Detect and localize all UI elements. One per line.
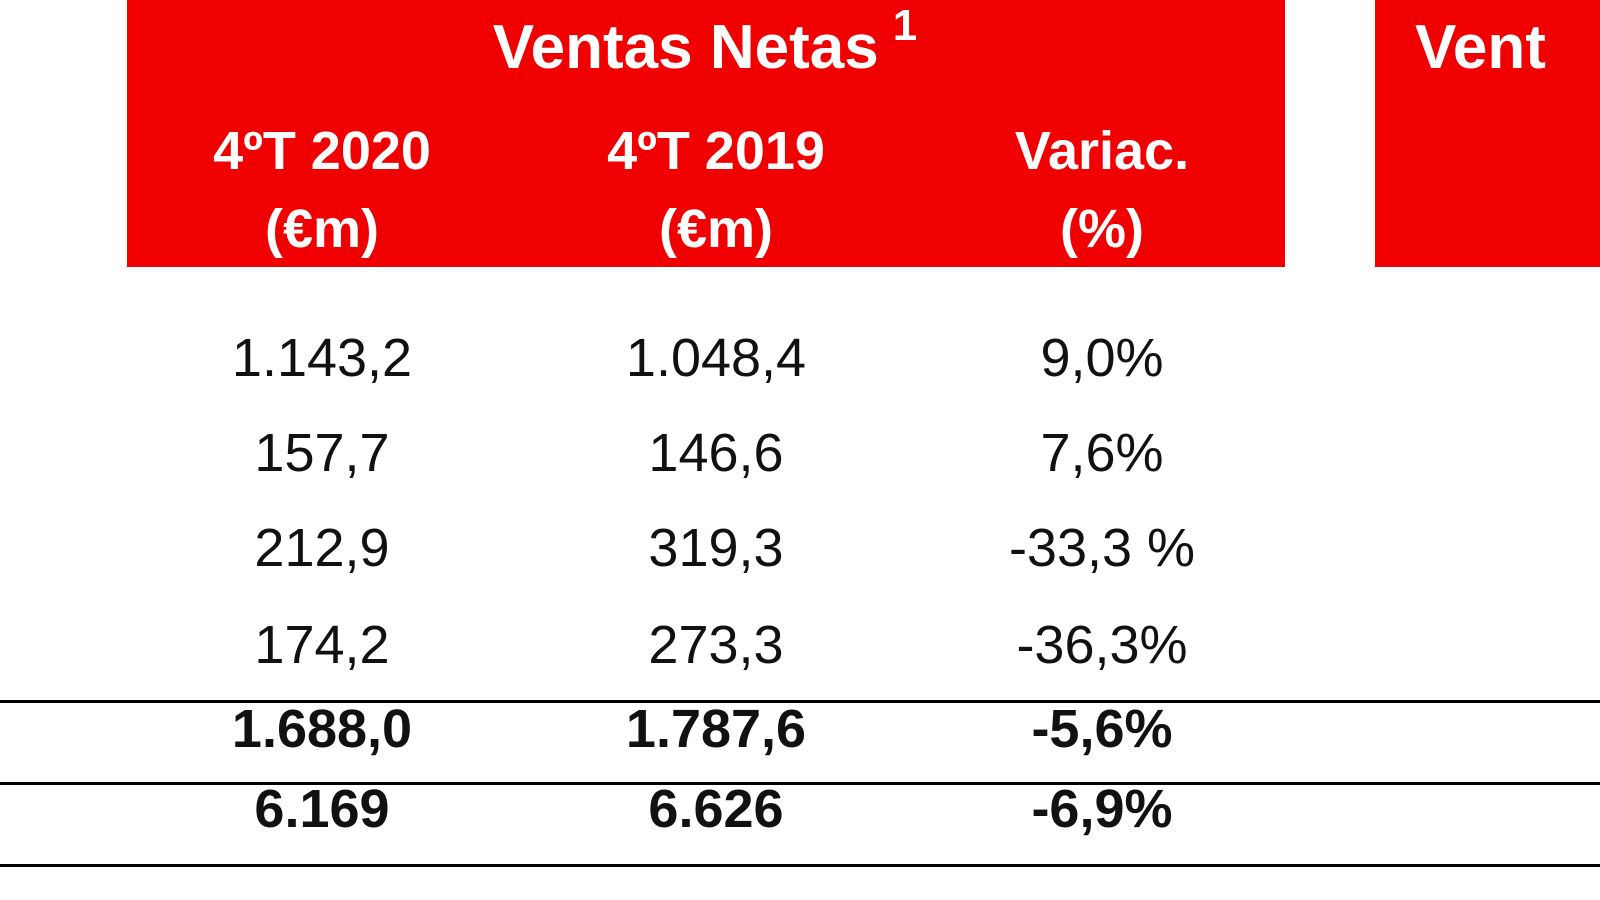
table-cell: 1.048,4 [625,328,807,388]
column-period: Variac. [1014,121,1190,181]
column-unit: (%) [1060,199,1144,259]
header-band [127,0,1285,267]
header-title: Ventas Netas [492,13,879,82]
next-title: Vent [1415,13,1546,82]
column-unit: (€m) [658,199,773,259]
table-cell: 212,9 [254,518,390,578]
table-cell: 319,3 [648,518,784,578]
table-cell: 7,6% [1040,423,1164,483]
table-cell: -36,3% [1016,615,1188,675]
table-cell: 174,2 [254,615,390,675]
table-cell: 273,3 [648,615,784,675]
table-cell: -6,9% [1031,779,1173,839]
next-header-band: Vent [1375,0,1600,267]
table-cell: 6.169 [254,779,390,839]
row-rule [0,782,1600,785]
table-cell: -33,3 % [1008,518,1196,578]
table-cell: 6.626 [648,779,784,839]
header-title-wrap: Ventas Netas 1 [0,1,1410,83]
table-cell: 1.143,2 [231,328,413,388]
column-period: 4ºT 2020 [213,121,431,181]
table-cell: 146,6 [648,423,784,483]
row-rule [0,700,1600,703]
footnote-mark: 1 [892,1,918,50]
table-cell: 157,7 [254,423,390,483]
table-cell: -5,6% [1031,699,1173,759]
table-cell: 1.787,6 [625,699,807,759]
column-unit: (€m) [264,199,379,259]
table-cell: 9,0% [1040,328,1164,388]
table-cell: 1.688,0 [231,699,413,759]
column-period: 4ºT 2019 [607,121,825,181]
row-rule [0,864,1600,867]
